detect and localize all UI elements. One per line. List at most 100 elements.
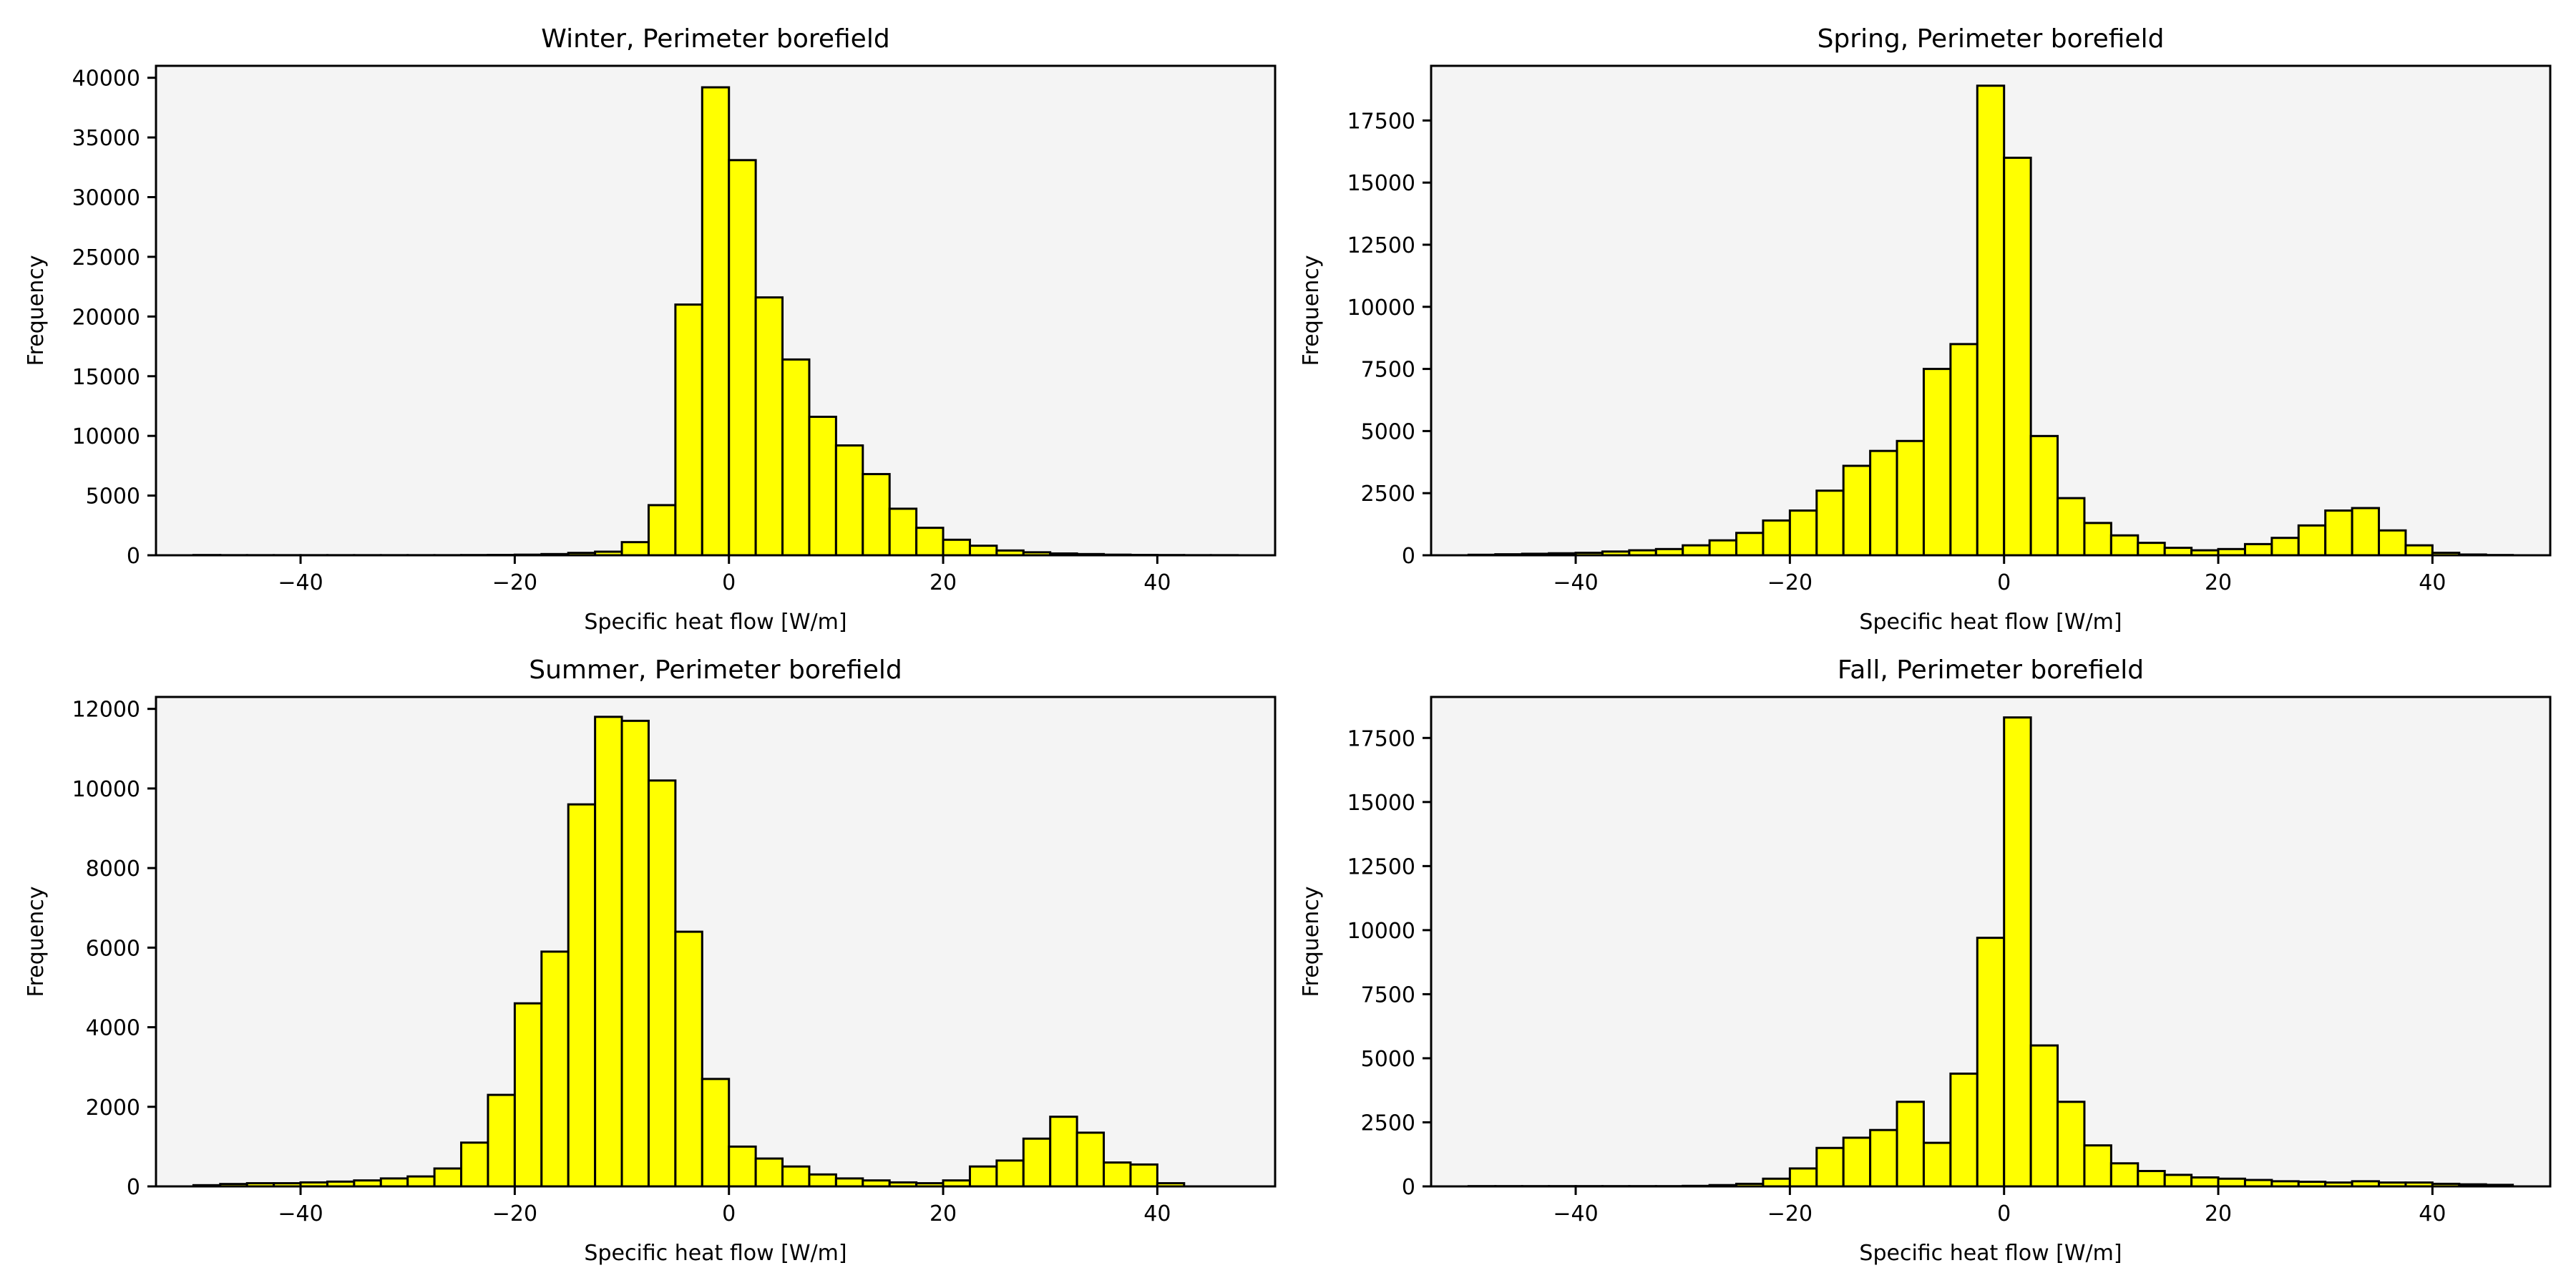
bar — [406, 1175, 436, 1188]
bar — [781, 1165, 811, 1188]
y-tick-label: 2500 — [1361, 1111, 1415, 1136]
bar — [1869, 1128, 1898, 1188]
y-tick-label: 7500 — [1361, 982, 1415, 1008]
y-axis-label-fall: Frequency — [1299, 887, 1324, 997]
y-tick-label: 7500 — [1361, 358, 1415, 383]
bar — [2003, 716, 2032, 1188]
bar — [1049, 1116, 1078, 1188]
axes-frame-fall — [1430, 696, 2552, 1188]
y-tick-label: 12500 — [1347, 233, 1415, 258]
y-tick-label: 4000 — [86, 1016, 140, 1041]
bar — [620, 541, 650, 557]
bar — [1869, 449, 1898, 557]
x-axis-label-winter: Specific heat flow [W/m] — [584, 610, 847, 635]
bar — [968, 1165, 998, 1188]
bar — [647, 779, 677, 1188]
bar — [1922, 368, 1952, 557]
bar — [2137, 1170, 2166, 1188]
y-ticks-spring: 0 2500 5000 7500 10000 12500 15000 17500 — [1347, 109, 1431, 569]
y-axis-label-spring: Frequency — [1299, 255, 1324, 366]
bar — [674, 303, 703, 557]
x-ticks-spring: −40 −20 0 20 40 — [1553, 555, 2446, 595]
bar — [701, 1078, 731, 1188]
y-tick-label: 5000 — [1361, 1047, 1415, 1072]
y-tick-label: 5000 — [1361, 419, 1415, 444]
y-tick-label: 17500 — [1347, 726, 1415, 751]
bar — [1896, 1101, 1925, 1188]
bar — [1735, 532, 1765, 557]
subplot-summer: −40 −20 0 20 40 020004000600080001000012000 … — [24, 655, 1277, 1266]
x-tick-label: 40 — [2419, 570, 2446, 595]
bar — [808, 1173, 837, 1188]
x-tick-label: 40 — [2419, 1201, 2446, 1226]
bar — [2297, 524, 2327, 557]
y-tick-label: 5000 — [86, 484, 140, 509]
bar — [701, 86, 731, 557]
bar — [862, 473, 891, 557]
bar — [1103, 1161, 1132, 1188]
bar — [834, 1177, 864, 1188]
x-tick-label: −20 — [492, 1201, 537, 1226]
subplot-winter: −40 −20 0 20 40 0 5000 10000 15000 20000 25000 300… — [24, 24, 1277, 635]
bar — [513, 1002, 543, 1188]
bar — [2109, 534, 2140, 557]
bar — [1815, 1146, 1845, 1188]
y-tick-label: 20000 — [72, 305, 140, 330]
y-tick-label: 25000 — [72, 245, 140, 270]
bar — [540, 950, 570, 1188]
chart-title-winter: Winter, Perimeter borefield — [541, 24, 889, 54]
x-tick-label: 0 — [1997, 570, 2011, 595]
y-tick-label: 2000 — [86, 1096, 140, 1121]
bar — [2029, 1044, 2059, 1188]
bar — [834, 444, 864, 557]
chart-title-summer: Summer, Perimeter borefield — [529, 655, 902, 685]
bar — [942, 538, 971, 557]
bar — [2029, 434, 2059, 557]
bar — [1788, 1167, 1818, 1188]
bar — [2057, 1101, 2086, 1188]
x-tick-label: 40 — [1143, 1201, 1171, 1226]
x-tick-label: −40 — [278, 1201, 323, 1226]
x-tick-label: −40 — [1553, 570, 1598, 595]
bar — [2083, 1144, 2112, 1188]
subplot-fall: −40 −20 0 20 40 0 2500 5000 7500 10000 12500 15000… — [1299, 655, 2552, 1266]
bar — [1762, 519, 1791, 557]
bar — [2057, 497, 2086, 557]
x-tick-label: −40 — [278, 570, 323, 595]
bar — [1708, 539, 1738, 557]
bar — [2378, 529, 2407, 557]
bar — [2217, 1177, 2246, 1188]
x-tick-label: 20 — [930, 1201, 957, 1226]
bar — [433, 1167, 463, 1188]
bar — [2190, 1176, 2220, 1188]
bar — [567, 803, 597, 1188]
bar — [379, 1177, 409, 1188]
y-ticks-winter: 0 5000 10000 15000 20000 25000 30000 35000 40000 — [72, 67, 156, 569]
chart-title-fall: Fall, Perimeter borefield — [1838, 655, 2144, 685]
y-tick-label: 2500 — [1361, 482, 1415, 507]
bar — [1762, 1177, 1791, 1188]
bar — [754, 1157, 784, 1188]
bar — [2270, 537, 2300, 557]
bar — [594, 716, 623, 1188]
x-ticks-fall: −40 −20 0 20 40 — [1553, 1186, 2446, 1226]
x-tick-label: 20 — [2205, 1201, 2232, 1226]
x-tick-label: 0 — [1997, 1201, 2011, 1226]
bar — [2137, 542, 2166, 557]
bar — [754, 296, 784, 557]
bar — [2324, 509, 2353, 557]
bar — [728, 1145, 757, 1188]
x-tick-label: −20 — [1767, 1201, 1813, 1226]
axes-frame-winter — [155, 64, 1277, 557]
y-ticks-summer: 0 2000 4000 6000 8000 10000 12000 — [72, 698, 156, 1200]
y-tick-label: 8000 — [86, 857, 140, 882]
y-tick-label: 40000 — [72, 67, 140, 92]
x-tick-label: 20 — [930, 570, 957, 595]
bar — [1022, 1137, 1052, 1188]
bar — [1129, 1163, 1158, 1188]
bar — [1949, 1072, 1979, 1188]
y-axis-label-winter: Frequency — [24, 255, 49, 366]
y-tick-label: 15000 — [1347, 171, 1415, 196]
bar — [1842, 1136, 1872, 1188]
bar — [2404, 544, 2434, 557]
